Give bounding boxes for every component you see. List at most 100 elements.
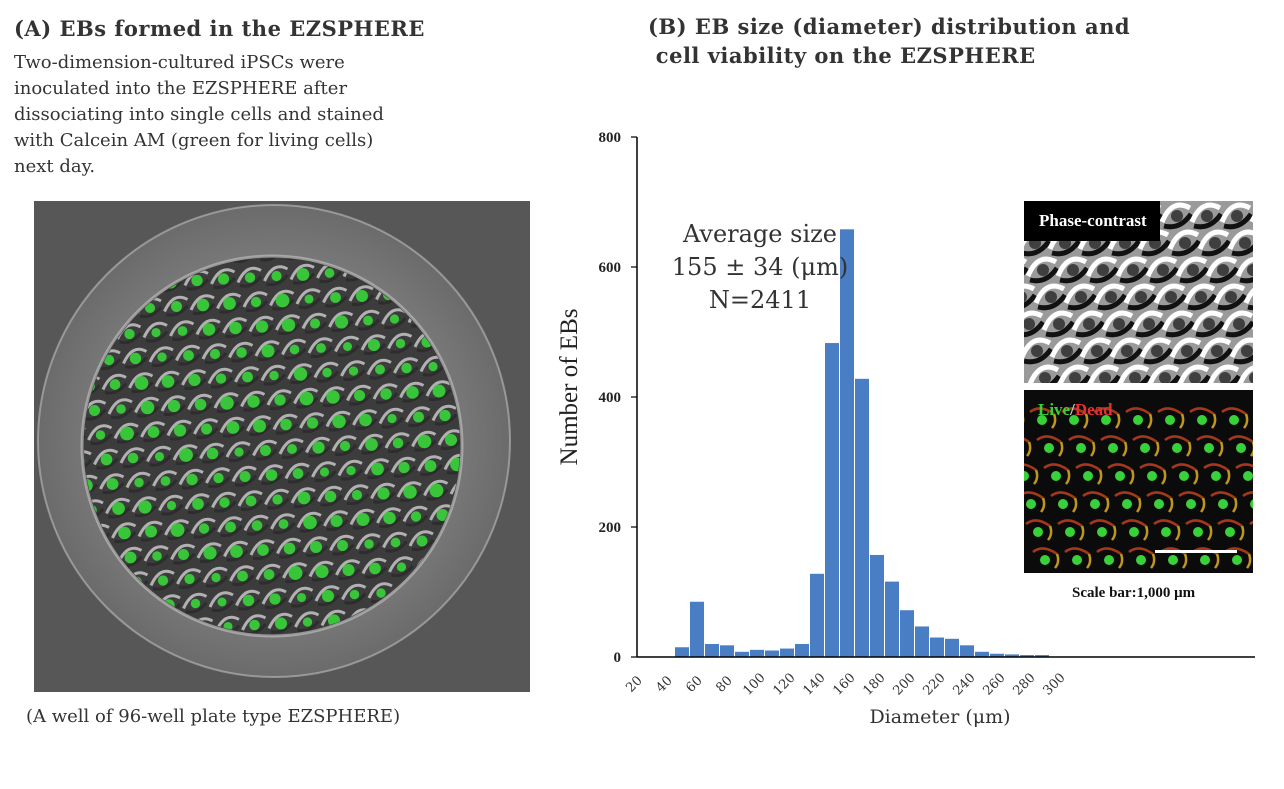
microwell-shadow xyxy=(178,353,201,366)
microwell-edge xyxy=(355,533,381,550)
dead-cell-rim xyxy=(1036,435,1062,444)
phase-well-highlight xyxy=(1079,337,1112,359)
microwell-shadow xyxy=(181,477,205,490)
microwell-shadow xyxy=(205,575,229,588)
microwell-shadow xyxy=(258,572,282,585)
eb-spheroid xyxy=(120,426,134,441)
eb-spheroid xyxy=(342,341,353,352)
eb-spheroid xyxy=(103,354,115,366)
phase-well-shadow xyxy=(1138,374,1152,383)
microwell-shadow xyxy=(114,531,137,544)
microwell-edge xyxy=(261,588,287,605)
dead-cell-rim xyxy=(1178,491,1204,500)
microwell-shadow xyxy=(263,373,287,386)
dead-cell-rim xyxy=(1096,547,1122,556)
histogram-bar xyxy=(765,650,779,657)
microwell-shadow xyxy=(363,343,387,356)
microwell-shadow xyxy=(226,549,249,562)
phase-well-highlight xyxy=(1024,283,1036,292)
histogram-bar xyxy=(855,378,869,657)
eb-spheroid xyxy=(234,447,244,457)
microwell-shadow xyxy=(155,479,178,492)
dead-cell-rim xyxy=(1164,435,1190,444)
dead-cell-rim xyxy=(1250,442,1253,457)
microwell-edge xyxy=(393,357,419,374)
microwell-shadow xyxy=(108,506,131,519)
phase-spheroid xyxy=(1239,237,1251,249)
eb-spheroid xyxy=(395,338,406,349)
eb-spheroid xyxy=(269,370,279,381)
microwell-edge xyxy=(140,421,166,438)
microwell-shadow xyxy=(357,318,381,331)
microwell-shadow xyxy=(166,304,189,317)
microwell-shadow xyxy=(222,425,246,438)
microwell-edge xyxy=(289,263,315,281)
phase-spheroid xyxy=(1211,345,1223,357)
microwell-edge xyxy=(184,493,210,510)
phase-well-highlight xyxy=(1024,337,1052,359)
panel-a-description: Two-dimension-cultured iPSCs were inocul… xyxy=(14,50,574,180)
dead-cell-rim xyxy=(1121,519,1147,528)
microwell-shadow xyxy=(434,413,458,426)
eb-spheroid xyxy=(337,540,348,551)
eb-spheroid xyxy=(297,491,311,505)
phase-well-highlight xyxy=(1177,364,1210,383)
microwell-edge xyxy=(302,536,328,553)
microwell-edge xyxy=(231,465,257,483)
microwell-shadow xyxy=(326,519,349,532)
eb-spheroid xyxy=(112,502,125,515)
live-spheroid xyxy=(1154,499,1164,509)
microwell-shadow xyxy=(310,346,334,359)
live-spheroid xyxy=(1179,471,1189,481)
eb-spheroid xyxy=(177,326,188,336)
microwell-shadow xyxy=(249,424,272,437)
dead-cell-rim xyxy=(1058,441,1064,457)
eb-spheroid xyxy=(410,511,422,522)
eb-spheroid xyxy=(332,414,346,429)
eb-spheroid xyxy=(287,444,297,454)
phase-spheroid xyxy=(1247,264,1253,276)
phase-spheroid xyxy=(1219,372,1231,383)
microwell-shadow xyxy=(228,450,252,463)
live-dead-inset: Live/Dead xyxy=(1024,390,1253,573)
microwell-edge xyxy=(195,318,221,336)
microwell-shadow xyxy=(216,401,240,414)
eb-spheroid xyxy=(124,328,135,340)
phase-well-shadow xyxy=(1075,320,1106,338)
panel-b-title-line: (B) EB size (diameter) distribution and xyxy=(648,14,1131,39)
microwell-edge xyxy=(248,315,274,333)
eb-spheroid xyxy=(220,396,234,410)
phase-well-highlight xyxy=(1109,337,1142,359)
x-tick-label: 100 xyxy=(740,670,768,698)
live-spheroid xyxy=(1083,471,1093,481)
microwell-shadow xyxy=(297,620,320,633)
phase-well-shadow xyxy=(1105,320,1136,338)
eb-spheroid xyxy=(194,398,207,411)
microwell-edge xyxy=(93,448,119,466)
phase-well-highlight xyxy=(1057,364,1090,383)
phase-well-highlight xyxy=(1131,310,1164,332)
eb-spheroid xyxy=(201,423,212,435)
phase-well-highlight xyxy=(1145,256,1178,278)
eb-spheroid xyxy=(250,296,262,308)
eb-spheroid xyxy=(289,344,300,355)
microwell-edge xyxy=(131,496,157,513)
microwell-shadow xyxy=(96,457,119,470)
phase-spheroid xyxy=(1165,291,1177,303)
phase-well-highlight xyxy=(1071,310,1104,332)
description-line: with Calcein AM (green for living cells) xyxy=(14,130,374,151)
microwell-shadow xyxy=(119,332,142,345)
eb-spheroid xyxy=(173,424,187,437)
microwell-shadow xyxy=(364,566,388,579)
phase-well-shadow xyxy=(1209,266,1240,284)
microwell-shadow xyxy=(260,258,283,262)
microwell-shadow xyxy=(125,356,148,369)
eb-spheroid xyxy=(322,367,332,378)
description-line: next day. xyxy=(14,156,96,177)
dead-cell-rim xyxy=(1242,491,1253,498)
dead-cell-rim xyxy=(1157,407,1183,416)
dead-cell-rim xyxy=(1128,547,1154,556)
phase-well-highlight xyxy=(1055,256,1088,278)
x-tick-label: 240 xyxy=(950,670,978,698)
phase-well-shadow xyxy=(1173,347,1204,365)
